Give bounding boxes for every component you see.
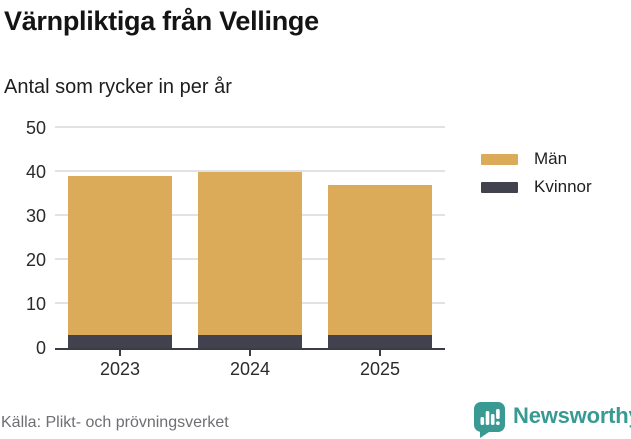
plot-area: 0 10 20 30 40 50 2023 2024 2025 — [26, 119, 445, 379]
x-tick-label-2025: 2025 — [359, 359, 401, 379]
x-tick-label-2024: 2024 — [229, 359, 271, 379]
bar-group-2025: 2025 — [315, 128, 445, 379]
x-axis-line — [55, 348, 445, 350]
bar-2023-män — [68, 176, 172, 335]
bar-2025-kvinnor — [328, 334, 432, 348]
newsworthy-logo-icon — [474, 402, 505, 438]
newsworthy-logo-text: Newsworthy — [513, 403, 631, 428]
y-tick-label-50: 50 — [25, 118, 46, 138]
chart-title: Värnpliktiga från Vellinge — [4, 6, 319, 36]
gridline-40 — [55, 170, 445, 172]
legend-label-kvinnor: Kvinnor — [534, 177, 592, 196]
gridline-50 — [55, 126, 445, 128]
y-tick-label-30: 30 — [25, 206, 46, 226]
y-tick-label-40: 40 — [25, 162, 46, 182]
bar-2025-män — [328, 185, 432, 335]
x-tick-label-2023: 2023 — [99, 359, 141, 379]
y-tick-label-10: 10 — [25, 294, 46, 314]
legend-swatch-män — [481, 153, 518, 165]
legend-swatch-kvinnor — [481, 181, 518, 193]
legend-item-kvinnor: Kvinnor — [481, 177, 592, 197]
bars: 2023 2024 2025 — [55, 128, 445, 379]
bar-2023-kvinnor — [68, 334, 172, 348]
x-tick-2024 — [249, 350, 251, 356]
bar-2024-kvinnor — [198, 334, 302, 348]
legend-item-män: Män — [481, 149, 592, 169]
legend: Män Kvinnor — [481, 149, 592, 197]
legend-label-män: Män — [534, 149, 568, 168]
source-note: Källa: Plikt- och prövningsverket — [1, 414, 229, 431]
x-tick-2023 — [119, 350, 121, 356]
y-tick-label-0: 0 — [35, 338, 46, 358]
bar-group-2023: 2023 — [55, 128, 185, 379]
chart-subtitle: Antal som rycker in per år — [4, 76, 232, 98]
bar-group-2024: 2024 — [185, 128, 315, 379]
bar-2024-män — [198, 172, 302, 335]
x-tick-2025 — [379, 350, 381, 356]
y-tick-label-20: 20 — [25, 250, 46, 270]
newsworthy-logo: Newsworthy — [474, 402, 631, 438]
